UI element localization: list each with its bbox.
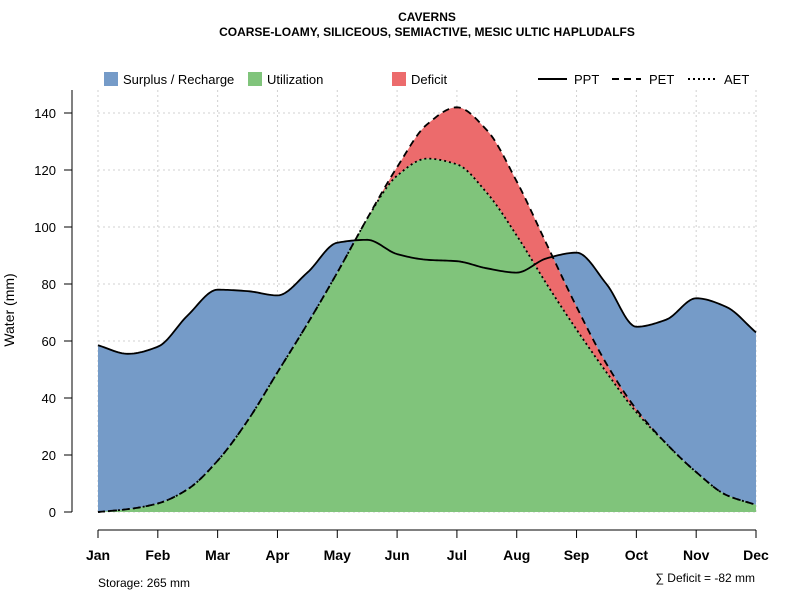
chart-subtitle: COARSE-LOAMY, SILICEOUS, SEMIACTIVE, MES… (219, 25, 635, 39)
surplus-area (98, 107, 756, 513)
y-tick-label-80: 80 (42, 277, 56, 292)
x-tick-label-Aug: Aug (503, 547, 530, 563)
y-tick-label-100: 100 (34, 220, 56, 235)
x-tick-label-Jun: Jun (385, 547, 410, 563)
y-tick-label-20: 20 (42, 448, 56, 463)
series-line-aet (97, 157, 757, 513)
x-tick-label-Mar: Mar (205, 547, 230, 563)
x-tick-label-Jan: Jan (86, 547, 110, 563)
y-tick-label-140: 140 (34, 106, 56, 121)
x-tick-label-Nov: Nov (683, 547, 710, 563)
legend-label-utilization: Utilization (267, 72, 323, 87)
deficit-note: ∑ Deficit = -82 mm (655, 571, 755, 585)
legend-label-pet: PET (649, 72, 674, 87)
utilization-area (98, 158, 756, 512)
line-layer (97, 106, 757, 513)
chart-title: CAVERNS (398, 10, 456, 24)
series-line-ppt (97, 238, 757, 355)
storage-note: Storage: 265 mm (98, 576, 190, 590)
legend-swatch-deficit (392, 72, 406, 86)
y-tick-label-0: 0 (49, 505, 56, 520)
x-tick-label-Feb: Feb (145, 547, 170, 563)
y-axis-title: Water (mm) (1, 273, 17, 346)
y-tick-label-120: 120 (34, 163, 56, 178)
legend-swatch-surplus (104, 72, 118, 86)
area-layer (98, 107, 756, 513)
y-tick-label-60: 60 (42, 334, 56, 349)
ticks: 0 20 40 60 80 100 120 140 Jan Feb Mar Apr May Jun Jul A… (34, 106, 769, 563)
legend-label-aet: AET (724, 72, 749, 87)
x-tick-label-Jul: Jul (447, 547, 467, 563)
x-tick-label-Apr: Apr (265, 547, 290, 563)
legend-label-deficit: Deficit (411, 72, 448, 87)
legend-swatch-utilization (248, 72, 262, 86)
legend-label-surplus: Surplus / Recharge (123, 72, 234, 87)
x-tick-label-Sep: Sep (564, 547, 590, 563)
x-tick-label-May: May (324, 547, 351, 563)
legend-label-ppt: PPT (574, 72, 599, 87)
legend: Surplus / Recharge Utilization Deficit P… (104, 72, 749, 87)
x-tick-label-Dec: Dec (743, 547, 769, 563)
x-tick-label-Oct: Oct (625, 547, 649, 563)
y-tick-label-40: 40 (42, 391, 56, 406)
